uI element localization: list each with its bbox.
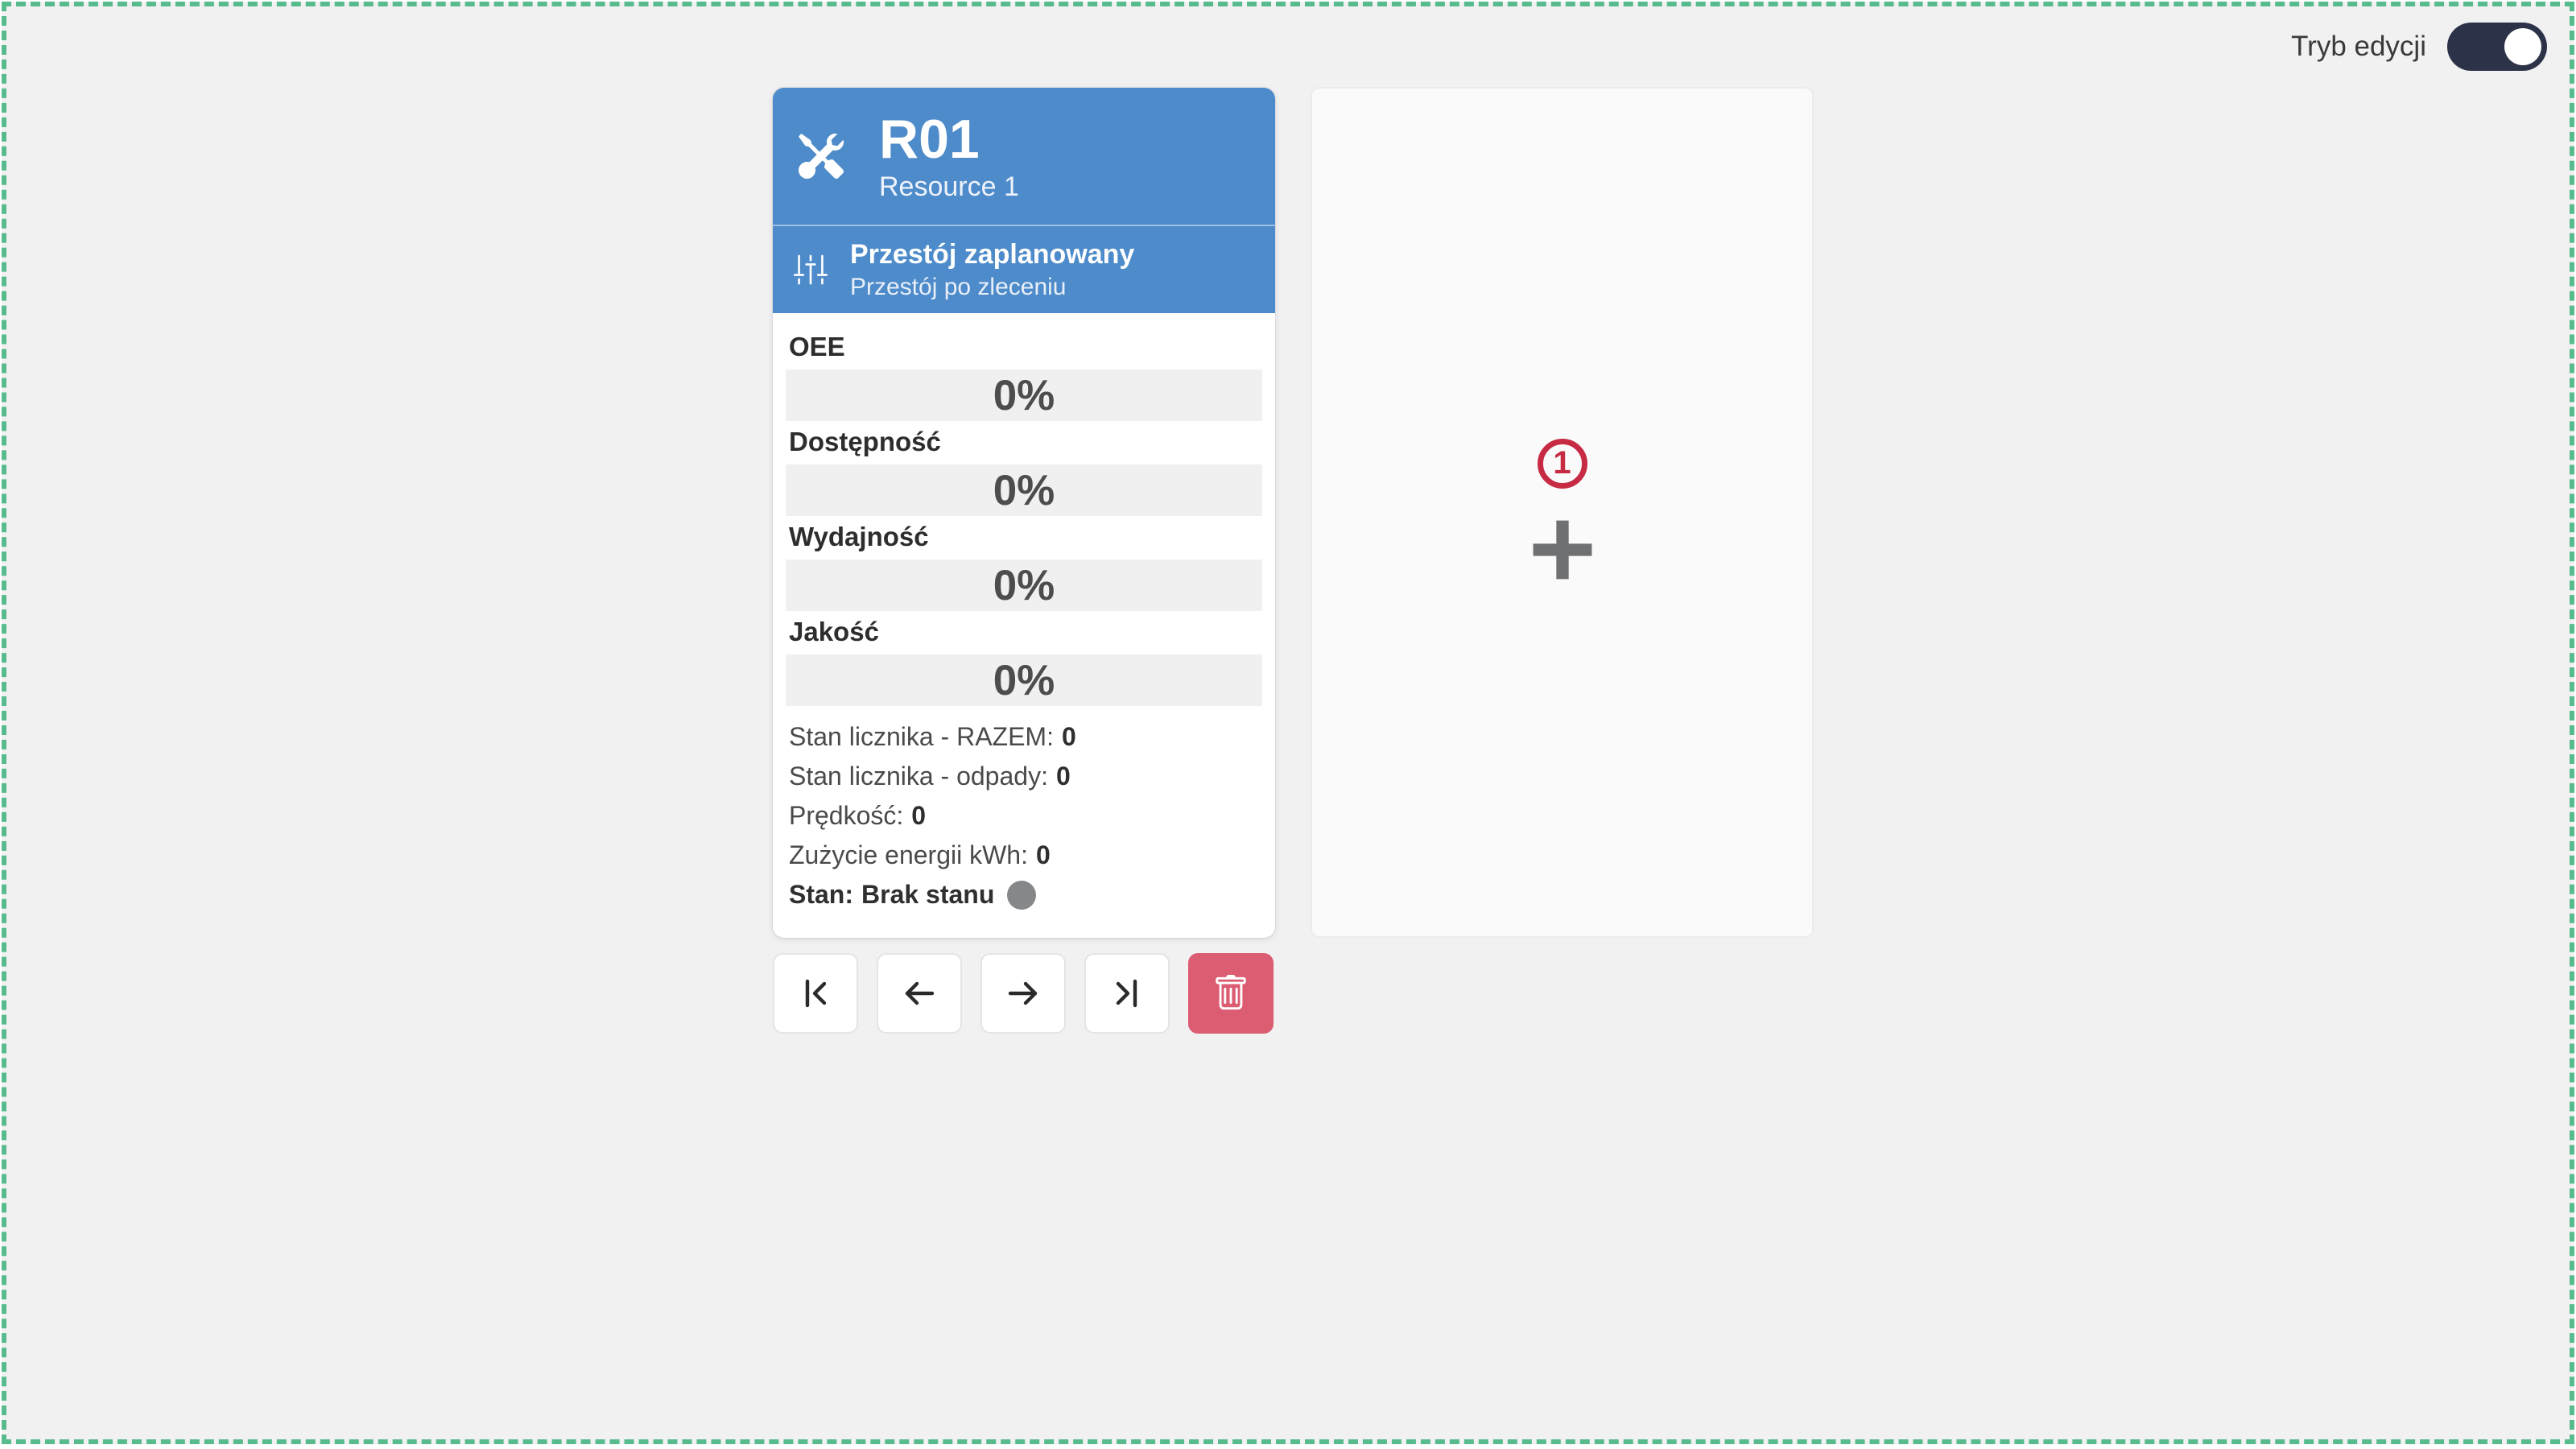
edit-mode-toggle[interactable] <box>2447 23 2547 71</box>
metric-availability: Dostępność 0% <box>786 427 1262 516</box>
resource-status-section: Przestój zaplanowany Przestój po zleceni… <box>773 225 1275 313</box>
counter-total: Stan licznika - RAZEM: 0 <box>789 717 1262 757</box>
next-page-icon <box>1004 974 1042 1013</box>
widget-count-badge: 1 <box>1537 438 1587 489</box>
status-subtitle: Przestój po zleceniu <box>850 274 1067 300</box>
delete-widget-button[interactable] <box>1188 953 1274 1034</box>
resource-name: Resource 1 <box>879 171 1019 202</box>
first-page-icon <box>796 974 835 1013</box>
counter-value: 0 <box>1061 722 1076 751</box>
tools-icon <box>799 134 844 179</box>
counter-label: Stan licznika - RAZEM: <box>789 722 1054 751</box>
metric-label: Jakość <box>789 617 879 646</box>
prev-page-button[interactable] <box>877 953 962 1034</box>
counter-value: 0 <box>1035 840 1051 869</box>
counter-value: 0 <box>1055 762 1071 791</box>
state-dot <box>1007 880 1037 910</box>
state-label: Stan: <box>789 880 853 909</box>
counter-speed: Prędkość: 0 <box>789 796 1262 836</box>
resource-code: R01 <box>879 108 980 170</box>
edit-mode-label: Tryb edycji <box>2291 31 2426 62</box>
metric-value: 0% <box>993 371 1055 419</box>
last-page-button[interactable] <box>1084 953 1170 1034</box>
counter-energy: Zużycie energii kWh: 0 <box>789 836 1262 875</box>
counters: Stan licznika - RAZEM: 0 Stan licznika - … <box>789 717 1262 914</box>
metric-value: 0% <box>993 561 1055 609</box>
metric-bar: 0% <box>786 369 1262 421</box>
toggle-knob <box>2504 28 2541 65</box>
add-widget-button[interactable] <box>1525 513 1600 587</box>
metric-label: Wydajność <box>789 522 929 551</box>
last-page-icon <box>1108 974 1146 1013</box>
metric-quality: Jakość 0% <box>786 617 1262 706</box>
resource-card-header: R01 Resource 1 <box>773 88 1275 225</box>
metric-value: 0% <box>993 656 1055 704</box>
metric-bar: 0% <box>786 464 1262 516</box>
status-title: Przestój zaplanowany <box>850 239 1135 270</box>
resource-card-body: OEE 0% Dostępność 0% Wydajność 0% Jakość <box>773 313 1275 914</box>
metric-bar: 0% <box>786 654 1262 706</box>
plus-icon <box>1525 513 1600 587</box>
metric-label: OEE <box>789 332 845 361</box>
add-widget-panel: 1 <box>1311 87 1814 938</box>
metric-performance: Wydajność 0% <box>786 522 1262 611</box>
metric-oee: OEE 0% <box>786 332 1262 421</box>
next-page-button[interactable] <box>980 953 1066 1034</box>
counter-waste: Stan licznika - odpady: 0 <box>789 757 1262 796</box>
sliders-icon <box>794 253 828 287</box>
metric-bar: 0% <box>786 559 1262 611</box>
state-value: Brak stanu <box>861 880 995 909</box>
counter-label: Stan licznika - odpady: <box>789 762 1048 791</box>
counter-value: 0 <box>911 801 927 830</box>
state-line: Stan: Brak stanu <box>789 875 1262 914</box>
counter-label: Zużycie energii kWh: <box>789 840 1028 869</box>
prev-page-icon <box>900 974 939 1013</box>
resource-card[interactable]: R01 Resource 1 Przestój zaplanowany Prze… <box>773 88 1275 938</box>
metric-value: 0% <box>993 466 1055 514</box>
pager <box>773 953 1274 1034</box>
counter-label: Prędkość: <box>789 801 904 830</box>
trash-icon <box>1212 975 1249 1012</box>
first-page-button[interactable] <box>773 953 858 1034</box>
edit-mode-row: Tryb edycji <box>2291 23 2547 71</box>
metric-label: Dostępność <box>789 427 941 456</box>
